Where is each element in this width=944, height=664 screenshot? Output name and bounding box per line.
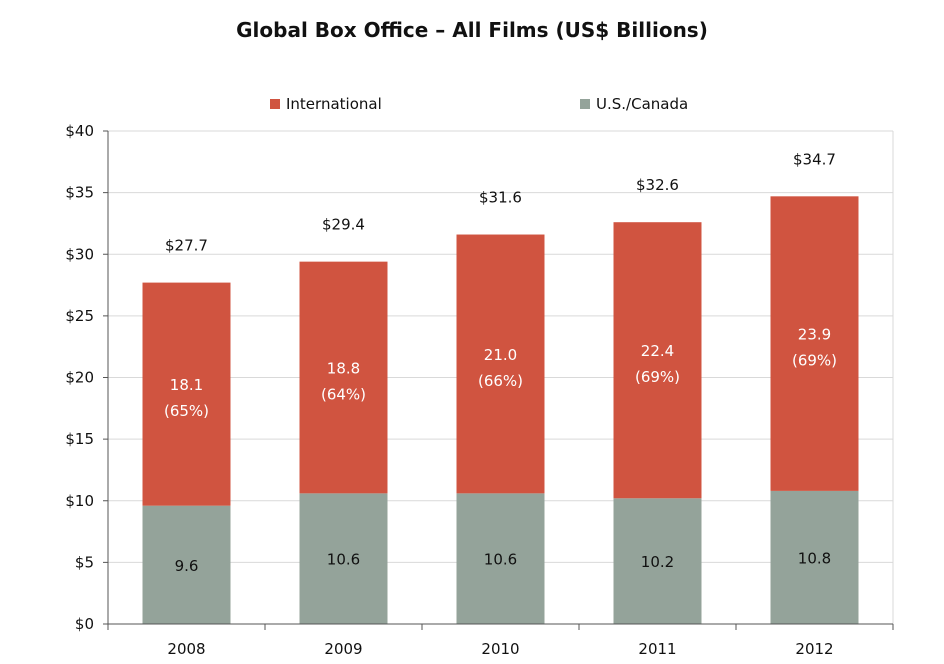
x-tick-label: 2008: [167, 640, 205, 658]
data-label-international-share: (66%): [478, 372, 523, 390]
y-tick-label: $15: [65, 430, 94, 448]
data-label-international-share: (69%): [792, 352, 837, 370]
data-label-us-canada: 9.6: [175, 557, 199, 575]
legend-item-international: International: [270, 94, 382, 114]
x-tick-label: 2009: [324, 640, 362, 658]
bar-us-canada: [770, 490, 859, 624]
x-tick-label: 2011: [638, 640, 676, 658]
data-label-international-share: (69%): [635, 368, 680, 386]
data-label-us-canada: 10.8: [798, 549, 831, 567]
y-tick-label: $30: [65, 245, 94, 263]
x-tick-label: 2010: [481, 640, 519, 658]
bar-us-canada: [299, 493, 388, 624]
data-label-total: $31.6: [479, 189, 522, 207]
y-tick-label: $5: [75, 553, 94, 571]
x-tick-label: 2012: [795, 640, 833, 658]
data-label-international: 18.8: [327, 360, 360, 378]
data-label-international: 21.0: [484, 346, 517, 364]
y-tick-label: $10: [65, 492, 94, 510]
chart-title: Global Box Office – All Films (US$ Billi…: [236, 18, 708, 42]
bar-international: [770, 196, 859, 491]
legend-swatch-international: [270, 99, 280, 109]
bar-us-canada: [456, 493, 545, 624]
bar-international: [299, 261, 388, 494]
y-tick-label: $40: [65, 122, 94, 140]
data-label-us-canada: 10.6: [484, 551, 517, 569]
data-label-total: $34.7: [793, 150, 836, 168]
data-label-international: 23.9: [798, 326, 831, 344]
data-label-total: $29.4: [322, 216, 365, 234]
y-tick-label: $25: [65, 307, 94, 325]
legend-swatch-us-canada: [580, 99, 590, 109]
y-tick-label: $35: [65, 184, 94, 202]
legend-label-international: International: [286, 95, 382, 113]
data-label-us-canada: 10.6: [327, 551, 360, 569]
y-tick-label: $0: [75, 615, 94, 633]
data-label-total: $27.7: [165, 237, 208, 255]
legend-item-us-canada: U.S./Canada: [580, 94, 688, 114]
y-tick-label: $20: [65, 369, 94, 387]
bar-us-canada: [613, 498, 702, 624]
bar-international: [142, 282, 231, 506]
bar-international: [613, 222, 702, 499]
data-label-us-canada: 10.2: [641, 553, 674, 571]
legend-label-us-canada: U.S./Canada: [596, 95, 689, 113]
bar-international: [456, 234, 545, 494]
data-label-total: $32.6: [636, 176, 679, 194]
bar-us-canada: [142, 505, 231, 624]
data-label-international-share: (65%): [164, 402, 209, 420]
data-label-international-share: (64%): [321, 386, 366, 404]
data-label-international: 18.1: [170, 376, 203, 394]
data-label-international: 22.4: [641, 342, 674, 360]
